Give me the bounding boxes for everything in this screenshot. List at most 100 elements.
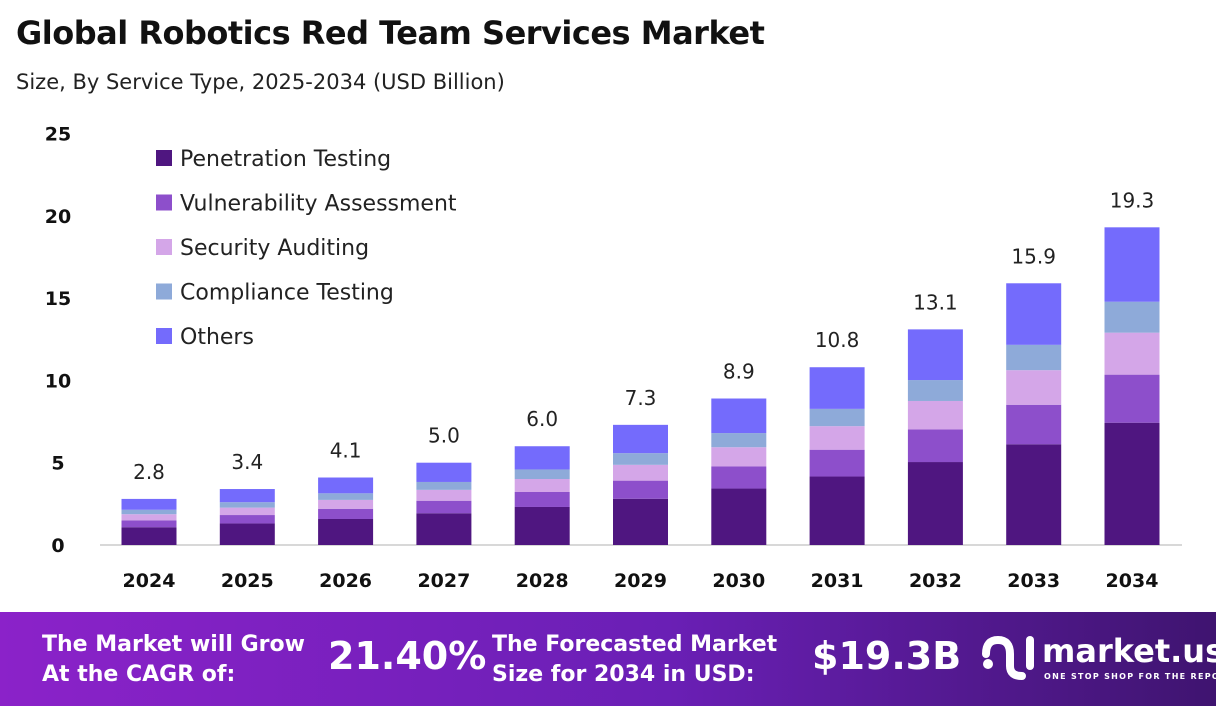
cagr-label: The Market will Grow At the CAGR of: [42,630,305,690]
bar-segment-compliance-testing [1006,344,1062,371]
x-tick-label: 2028 [516,570,569,592]
forecast-label-line2: Size for 2034 in USD: [492,662,755,687]
bar-segment-others [711,398,767,434]
bar-segment-compliance-testing [219,502,275,508]
logo-tagline: ONE STOP SHOP FOR THE REPORTS [1044,672,1216,681]
x-tick-label: 2032 [909,570,962,592]
bar-segment-penetration-testing [1104,422,1160,545]
total-data-label: 19.3 [1110,188,1155,212]
x-tick-label: 2025 [221,570,274,592]
logo-text: market.us [1042,632,1216,670]
bar-segment-penetration-testing [907,462,963,545]
bar-segment-security-auditing [416,489,472,501]
bar-segment-security-auditing [1104,332,1160,375]
total-data-label: 6.0 [526,407,558,431]
x-tick-label: 2024 [123,570,176,592]
bar-segment-compliance-testing [1104,301,1160,333]
bar-segment-compliance-testing [318,493,374,500]
bar-segment-vulnerability-assessment [907,429,963,463]
bar-segment-penetration-testing [711,488,767,545]
legend-item: Compliance Testing [156,281,394,306]
x-tick-label: 2027 [417,570,470,592]
bar-segment-compliance-testing [416,481,472,490]
footer-banner: The Market will Grow At the CAGR of: 21.4… [0,612,1216,706]
bar-segment-security-auditing [318,499,374,509]
bar-segment-compliance-testing [809,408,865,427]
bar-segment-others [416,462,472,482]
bar-segment-others [1104,227,1160,302]
bar-segment-vulnerability-assessment [219,515,275,524]
cagr-label-line2: At the CAGR of: [42,662,236,687]
y-tick-label: 10 [45,370,71,392]
total-data-label: 13.1 [913,290,958,314]
cagr-label-line1: The Market will Grow [42,632,305,657]
bar-segment-penetration-testing [809,476,865,545]
bar-segment-others [121,498,177,510]
x-tick-label: 2029 [614,570,667,592]
legend-label: Others [180,325,254,350]
bar-segment-penetration-testing [318,518,374,545]
cagr-value: 21.40% [328,634,487,678]
total-data-label: 15.9 [1011,244,1056,268]
bar-segment-compliance-testing [613,453,668,465]
legend-swatch [156,283,172,300]
bar-segment-compliance-testing [121,509,177,515]
bar-segment-vulnerability-assessment [514,491,570,507]
bar-segment-vulnerability-assessment [711,466,767,489]
bar-segment-compliance-testing [711,433,767,448]
x-tick-label: 2030 [712,570,765,592]
forecast-label: The Forecasted Market Size for 2034 in US… [492,630,777,690]
legend-label: Security Auditing [180,236,369,261]
bar-segment-others [907,329,963,381]
x-tick-label: 2034 [1106,570,1159,592]
bar-segment-security-auditing [809,426,865,450]
total-data-label: 2.8 [133,460,165,484]
legend-item: Security Auditing [156,236,369,261]
y-tick-label: 25 [45,124,71,146]
stacked-bar-chart: 05101520252.820243.420254.120265.020276.… [45,124,1182,592]
total-data-label: 7.3 [625,386,657,410]
bar-segment-security-auditing [711,447,767,467]
bar-segment-vulnerability-assessment [318,508,374,519]
bar-segment-security-auditing [514,478,570,492]
legend-label: Penetration Testing [180,147,391,172]
bar-segment-penetration-testing [121,527,177,545]
bar-segment-vulnerability-assessment [416,500,472,514]
bar-segment-vulnerability-assessment [809,449,865,477]
bar-segment-security-auditing [219,507,275,516]
bar-segment-security-auditing [907,400,963,430]
x-tick-label: 2033 [1007,570,1060,592]
bar-segment-others [514,446,570,470]
bar-segment-penetration-testing [219,523,275,545]
legend-swatch [156,150,172,166]
forecast-label-line1: The Forecasted Market [492,632,778,657]
bar-segment-penetration-testing [613,498,668,545]
legend-swatch [156,194,172,211]
chart-subtitle: Size, By Service Type, 2025-2034 (USD Bi… [16,70,505,94]
bar-segment-others [809,367,865,409]
legend-item: Penetration Testing [156,147,391,172]
x-tick-label: 2026 [319,570,372,592]
legend-swatch [156,328,172,344]
total-data-label: 5.0 [428,424,460,448]
bar-segment-others [219,489,275,503]
total-data-label: 10.8 [815,328,860,352]
bar-segment-penetration-testing [1006,444,1062,545]
total-data-label: 8.9 [723,360,755,384]
legend-label: Vulnerability Assessment [180,192,457,217]
x-tick-label: 2031 [811,570,864,592]
bar-segment-penetration-testing [416,513,472,545]
bar-segment-compliance-testing [907,380,963,401]
bar-segment-others [1006,283,1062,345]
bar-segment-vulnerability-assessment [1104,374,1160,423]
bar-segment-others [318,477,374,494]
bar-segment-vulnerability-assessment [1006,404,1062,445]
forecast-value: $19.3B [812,634,962,678]
y-tick-label: 5 [51,453,64,475]
bar-segment-security-auditing [121,514,177,521]
bar-segment-vulnerability-assessment [613,480,668,499]
chart-title: Global Robotics Red Team Services Market [16,14,765,52]
market-us-logo: market.us ONE STOP SHOP FOR THE REPORTS [980,632,1216,684]
bar-segment-compliance-testing [514,469,570,479]
bar-segment-security-auditing [1006,370,1062,405]
